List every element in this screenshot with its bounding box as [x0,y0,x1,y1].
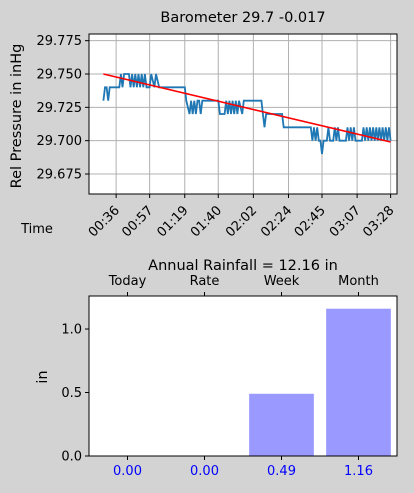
barometer-x-tick-label: 02:02 [223,203,260,240]
barometer-y-tick-label: 29.750 [37,68,83,83]
barometer-plot-border [88,33,398,195]
rainfall-plot-border [88,295,398,457]
barometer-x-axis-label: Time [20,222,53,237]
barometer-grid [89,34,397,194]
barometer-x-tick-label: 01:19 [154,203,191,240]
rainfall-value-label: 0.00 [190,464,219,479]
rainfall-title: Annual Rainfall = 12.16 in [148,258,338,274]
rainfall-value-label: 0.49 [267,464,296,479]
rainfall-value-label: 0.00 [113,464,142,479]
barometer-x-tick-label: 02:24 [258,203,295,240]
rainfall-category-labels: Today Rate Week Month [108,274,379,296]
barometer-y-tick-label: 29.700 [37,134,83,149]
rainfall-y-ticks: 0.0 0.5 1.0 [61,323,89,465]
rainfall-category-label: Rate [190,274,220,289]
barometer-y-axis-label: Rel Pressure in inHg [9,44,25,189]
barometer-x-tick-label: 01:40 [188,203,225,240]
barometer-x-tick-label: 03:28 [360,203,397,240]
barometer-y-tick-label: 29.675 [37,168,83,183]
rainfall-y-tick-label: 0.0 [61,450,82,465]
rainfall-value-labels: 0.00 0.00 0.49 1.16 [113,456,373,479]
rainfall-y-axis-label: in [35,370,51,383]
rainfall-bars [249,308,391,456]
barometer-x-tick-label: 03:07 [327,203,364,240]
barometer-x-tick-label: 02:45 [292,203,329,240]
barometer-title: Barometer 29.7 -0.017 [160,10,325,26]
rainfall-bar [326,308,391,456]
barometer-x-tick-label: 00:36 [86,203,123,240]
rainfall-category-label: Month [338,274,379,289]
barometer-x-tick-label: 00:57 [119,203,156,240]
rainfall-bar [249,393,314,456]
rainfall-chart: Annual Rainfall = 12.16 in 0.0 0.5 1.0 Tod… [35,258,398,479]
barometer-x-ticks: 00:3600:5701:1901:4002:0202:2402:4503:07… [86,194,397,240]
barometer-y-ticks: 29.675 29.700 29.725 29.750 29.775 [37,34,89,183]
rainfall-category-label: Today [108,274,147,289]
barometer-y-tick-label: 29.775 [37,34,83,49]
barometer-chart: Barometer 29.7 -0.017 29.675 29.700 29.725… [9,10,398,240]
barometer-y-tick-label: 29.725 [37,101,83,116]
rainfall-category-label: Week [264,274,300,289]
rainfall-value-label: 1.16 [344,464,373,479]
rainfall-y-tick-label: 0.5 [61,386,82,401]
rainfall-y-tick-label: 1.0 [61,323,82,338]
pressure-trend-line [103,73,391,143]
